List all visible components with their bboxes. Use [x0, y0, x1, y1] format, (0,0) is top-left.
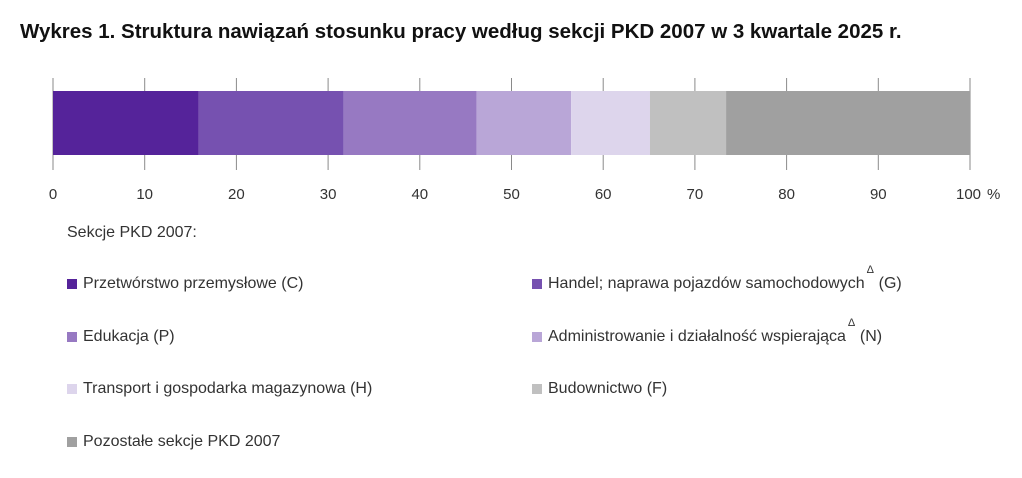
delta-mark: Δ [847, 317, 856, 329]
x-tick-label: 50 [503, 186, 520, 203]
bar-segment-7 [726, 91, 970, 155]
bar-segment-6 [649, 91, 727, 155]
x-tick-label: 40 [411, 186, 428, 203]
legend-item-7: Pozostałe sekcje PKD 2007 [67, 433, 280, 451]
bar-segment-1 [53, 91, 199, 155]
x-tick-label: 80 [778, 186, 795, 203]
x-unit-label: % [987, 186, 1000, 203]
legend-swatch [67, 332, 77, 342]
x-tick-label: 30 [320, 186, 337, 203]
legend-item-2: Handel; naprawa pojazdów samochodowych Δ (… [532, 264, 902, 293]
legend-label-suffix: (N) [859, 328, 883, 345]
legend-swatch [532, 332, 542, 342]
legend-label: Pozostałe sekcje PKD 2007 [83, 433, 281, 450]
x-tick-label: 100 [956, 186, 981, 203]
x-tick-label: 90 [870, 186, 887, 203]
x-tick-label: 20 [228, 186, 245, 203]
x-tick-label: 0 [49, 186, 57, 203]
legend-label: Transport i gospodarka magazynowa (H) [83, 380, 373, 397]
x-tick-label: 10 [136, 186, 153, 203]
legend-label: Administrowanie i działalność wspierając… [548, 328, 846, 345]
chart-title: Wykres 1. Struktura nawiązań stosunku pr… [20, 20, 902, 43]
legend-swatch [67, 384, 77, 394]
legend-label: Przetwórstwo przemysłowe (C) [83, 275, 304, 292]
legend-item-5: Transport i gospodarka magazynowa (H) [67, 380, 372, 398]
x-tick-label: 60 [595, 186, 612, 203]
legend-swatch [67, 279, 77, 289]
legend-item-3: Edukacja (P) [67, 328, 175, 346]
bar-segment-3 [343, 91, 477, 155]
bar-segment-5 [571, 91, 650, 155]
legend-title: Sekcje PKD 2007: [67, 224, 197, 241]
bar-segment-4 [476, 91, 572, 155]
legend-label: Edukacja (P) [83, 328, 175, 345]
legend-item-1: Przetwórstwo przemysłowe (C) [67, 275, 303, 293]
legend-label-suffix: (G) [878, 275, 902, 292]
legend-swatch [67, 437, 77, 447]
delta-mark: Δ [866, 264, 874, 276]
legend-label: Budownictwo (F) [548, 380, 668, 397]
bar-segment-2 [198, 91, 344, 155]
legend-swatch [532, 279, 542, 289]
x-tick-label: 70 [687, 186, 704, 203]
legend-label: Handel; naprawa pojazdów samochodowych [548, 275, 865, 292]
legend-swatch [532, 384, 542, 394]
legend-item-6: Budownictwo (F) [532, 380, 667, 398]
legend-item-4: Administrowanie i działalność wspierając… [532, 317, 883, 346]
